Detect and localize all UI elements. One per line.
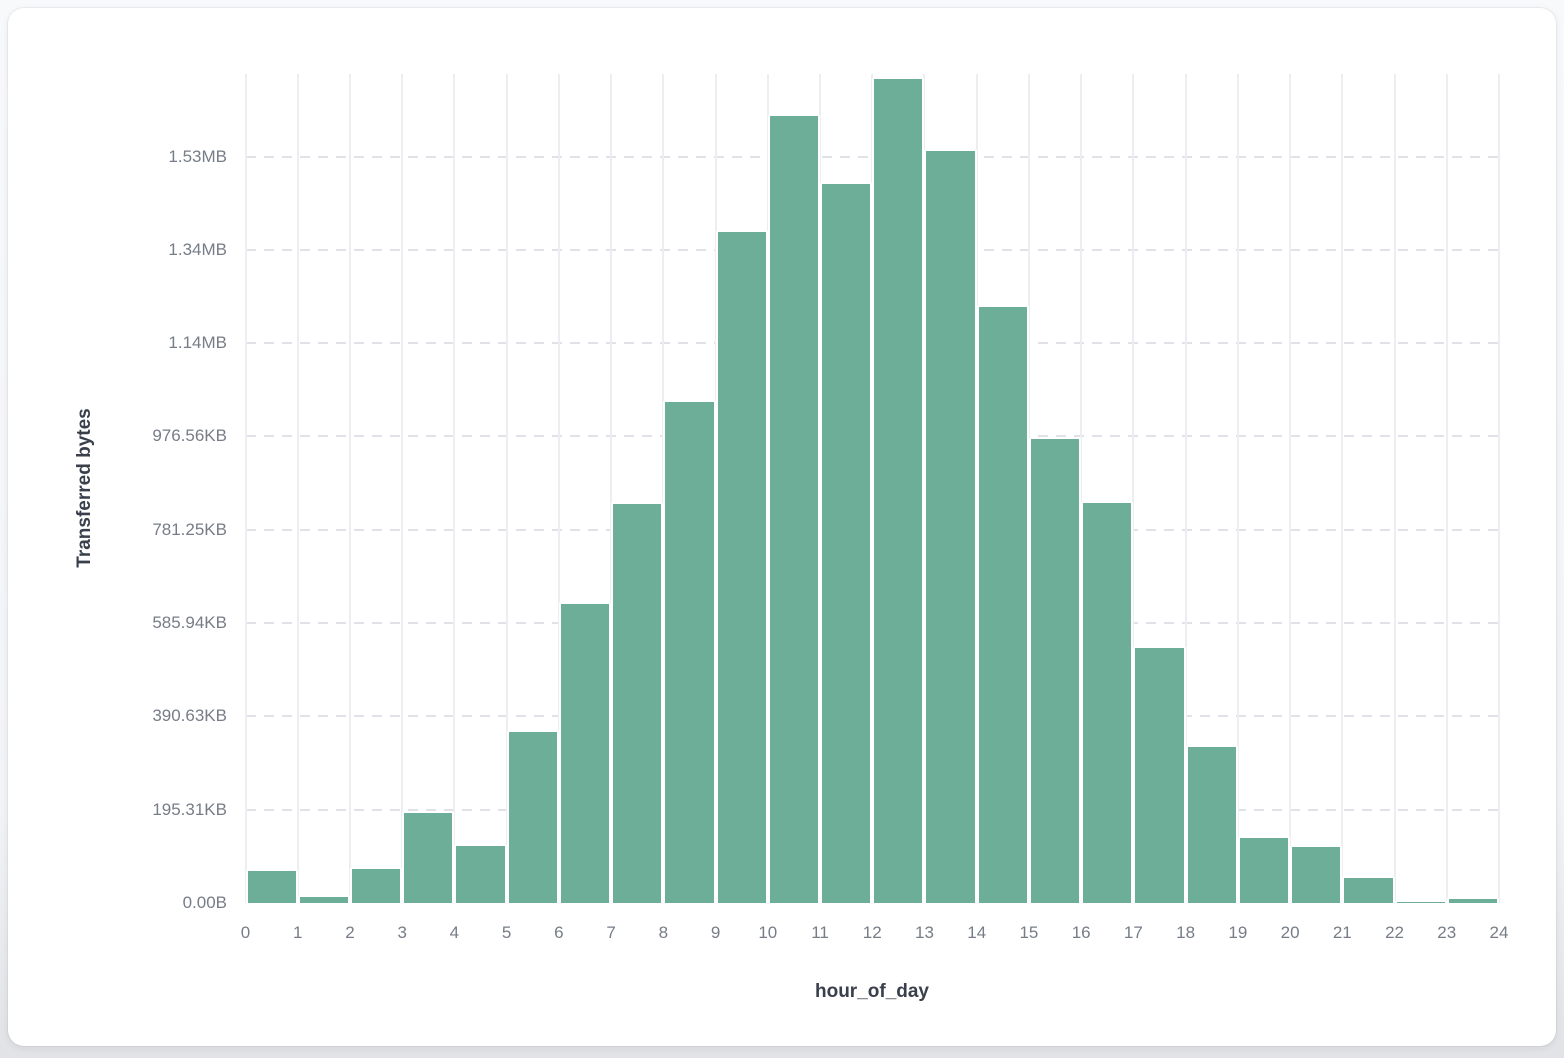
bar-hour-17[interactable]	[1133, 646, 1186, 903]
x-axis-tick-label: 19	[1228, 923, 1248, 942]
x-gridline	[557, 74, 560, 903]
y-axis-tick-label: 195.31KB	[152, 799, 227, 819]
y-axis-tick-label: 1.53MB	[168, 146, 227, 166]
x-axis-tick-label: 11	[811, 923, 829, 942]
bar-hour-16[interactable]	[1081, 501, 1134, 903]
x-gridline	[296, 74, 299, 903]
x-gridline	[1498, 74, 1500, 903]
bar-hour-9[interactable]	[715, 230, 768, 903]
x-gridline	[244, 74, 247, 903]
bar-hour-7[interactable]	[611, 503, 664, 903]
bar-hour-2[interactable]	[349, 867, 403, 903]
x-gridline	[610, 74, 613, 903]
x-axis-tick-label: 17	[1123, 923, 1143, 942]
bar-hour-3[interactable]	[402, 812, 455, 903]
y-axis-tick-label: 390.63KB	[152, 706, 227, 726]
x-axis-tick-label: 7	[606, 923, 616, 942]
y-axis-tick-label: 1.14MB	[168, 333, 227, 353]
x-axis-tick-label: 21	[1332, 923, 1352, 942]
x-axis-tick-label: 14	[967, 923, 987, 942]
bar-hour-18[interactable]	[1185, 746, 1238, 903]
x-gridline	[1132, 74, 1135, 903]
bar-hour-20[interactable]	[1290, 846, 1343, 903]
y-axis-tick-label: 585.94KB	[152, 613, 227, 633]
histogram-chart: Transferred bytes hour_of_day 0.00B 195.3…	[8, 8, 1556, 1046]
x-gridline	[1445, 74, 1448, 903]
x-axis-tick-label: 10	[758, 923, 778, 942]
bar-hour-19[interactable]	[1237, 837, 1291, 903]
x-axis-tick-label: 12	[862, 923, 882, 942]
y-axis-tick-label: 1.34MB	[168, 239, 227, 259]
x-gridline	[348, 74, 351, 903]
x-axis-tick-label: 22	[1385, 923, 1404, 942]
bar-hour-1[interactable]	[297, 896, 350, 903]
x-gridline	[1393, 74, 1396, 903]
bar-hour-4[interactable]	[454, 844, 507, 903]
x-axis-tick-label: 0	[240, 923, 251, 942]
bar-hour-0[interactable]	[245, 869, 298, 903]
x-axis-tick-label: 15	[1019, 923, 1039, 942]
x-axis-tick-label: 23	[1437, 923, 1457, 942]
x-gridline	[401, 74, 404, 903]
x-axis-tick-label: 24	[1489, 923, 1509, 942]
x-gridline	[1080, 74, 1083, 903]
x-axis-tick-label: 13	[915, 923, 934, 942]
y-axis-tick-label: 781.25KB	[152, 519, 227, 539]
bar-hour-8[interactable]	[663, 401, 716, 903]
x-gridline	[1236, 74, 1239, 903]
x-axis-tick-label: 6	[554, 923, 564, 942]
x-axis-title: hour_of_day	[814, 981, 930, 1002]
x-axis-tick-label: 4	[449, 923, 460, 942]
chart-card: Transferred bytes hour_of_day 0.00B 195.3…	[8, 8, 1556, 1046]
x-axis-tick-label: 18	[1176, 923, 1196, 942]
x-gridline	[453, 74, 456, 903]
x-gridline	[1341, 74, 1344, 903]
bar-hour-14[interactable]	[976, 306, 1029, 903]
bar-hour-21[interactable]	[1342, 877, 1395, 903]
y-axis-tick-label: 976.56KB	[152, 426, 227, 446]
bar-hour-15[interactable]	[1028, 437, 1082, 903]
x-axis-tick-label: 20	[1280, 923, 1300, 942]
x-axis-tick-label: 9	[710, 923, 721, 942]
x-gridline	[1289, 74, 1292, 903]
bar-hour-6[interactable]	[558, 603, 612, 903]
bar-hour-12[interactable]	[872, 78, 925, 903]
y-axis-tick-label: 0.00B	[182, 893, 227, 912]
bar-hour-23[interactable]	[1446, 897, 1499, 903]
bar-hour-5[interactable]	[506, 730, 559, 903]
bar-hour-22[interactable]	[1394, 900, 1447, 903]
bar-hour-10[interactable]	[767, 115, 820, 903]
x-axis-tick-label: 16	[1071, 923, 1091, 942]
bar-hour-11[interactable]	[820, 183, 873, 903]
x-axis-tick-label: 3	[397, 923, 407, 942]
x-axis-tick-label: 2	[345, 923, 355, 942]
x-gridline	[1184, 74, 1187, 903]
x-axis-tick-label: 1	[292, 923, 303, 942]
bar-hour-13[interactable]	[924, 150, 977, 903]
x-axis-tick-label: 5	[501, 923, 512, 942]
x-axis-tick-label: 8	[658, 923, 669, 942]
x-gridline	[505, 74, 508, 903]
